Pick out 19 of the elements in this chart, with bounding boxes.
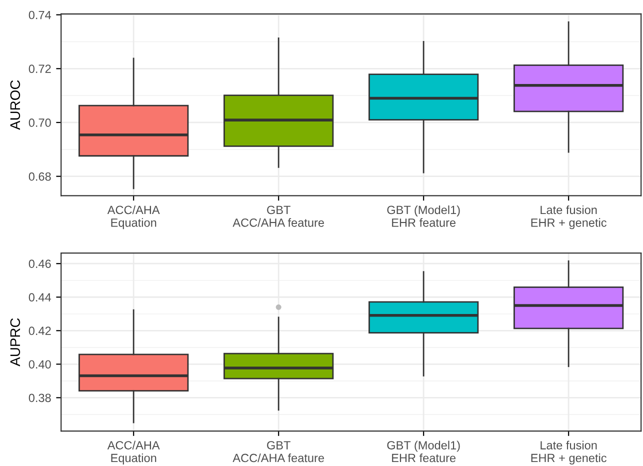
y-tick-label: 0.40 (28, 360, 51, 369)
y-tick-label: 0.38 (28, 394, 51, 402)
y-axis-title: AUROC (10, 80, 20, 130)
y-tick-label: 0.72 (28, 64, 51, 74)
y-tick-label: 0.74 (28, 10, 52, 20)
y-tick-label: 0.68 (28, 172, 51, 181)
x-tick-label: GBT ACC/AHA feature (232, 206, 324, 227)
y-tick-label: 0.70 (28, 118, 51, 127)
x-tick-label: Late fusion EHR + genetic (531, 205, 606, 230)
y-tick-label: 0.42 (28, 326, 51, 336)
x-tick-label: GBT ACC/AHA feature (232, 441, 324, 462)
x-tick-label: GBT (Model1) EHR feature (387, 205, 460, 227)
x-tick-label: Late fusion EHR + genetic (531, 440, 606, 464)
x-tick-label: ACC/AHA Equation (107, 205, 160, 230)
x-tick-label: GBT (Model1) EHR feature (387, 440, 460, 462)
y-tick-label: 0.44 (28, 293, 52, 302)
y-axis-title: AUPRC (10, 318, 20, 366)
y-tick-label: 0.46 (28, 260, 51, 268)
x-tick-label: ACC/AHA Equation (107, 440, 160, 464)
